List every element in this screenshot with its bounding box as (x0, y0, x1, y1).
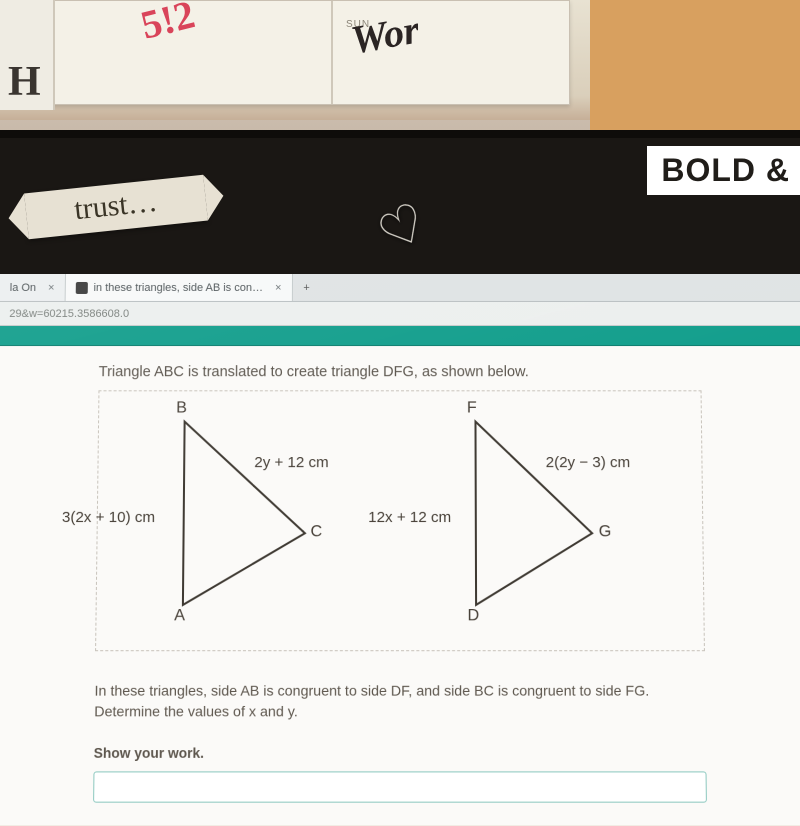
poster-pink-writing: 5!2 (136, 0, 199, 49)
poster-black-writing: Wor (347, 5, 422, 63)
sticker-bold: BOLD & (647, 146, 800, 195)
plus-icon: + (303, 281, 309, 293)
side-bc-label: 2y + 12 cm (254, 454, 328, 471)
triangle-dfg: F G D 12x + 12 cm 2(2y − 3) cm (415, 411, 679, 625)
vertex-g: G (599, 523, 612, 541)
triangle-abc: B C A 3(2x + 10) cm 2y + 12 cm (121, 411, 385, 625)
vertex-c: C (310, 523, 322, 541)
browser-tab-1[interactable]: in these triangles, side AB is con… × (65, 274, 292, 301)
show-work-label: Show your work. (94, 745, 707, 761)
problem-prompt: Triangle ABC is translated to create tri… (99, 364, 702, 380)
sticker-trust: trust… (24, 175, 208, 240)
favicon-icon (75, 281, 87, 293)
problem-question: In these triangles, side AB is congruent… (94, 680, 706, 722)
clipboard-letter: H (8, 58, 41, 106)
screen: la On × in these triangles, side AB is c… (0, 274, 800, 826)
answer-input[interactable] (93, 771, 707, 802)
browser-tab-0[interactable]: la On × (0, 274, 66, 301)
sticker-heart-icon: ♡ (368, 190, 438, 265)
vertex-b: B (176, 399, 187, 417)
browser-tabstrip: la On × in these triangles, side AB is c… (0, 274, 800, 302)
close-icon[interactable]: × (48, 281, 55, 293)
teal-divider (0, 326, 800, 346)
tab-title: in these triangles, side AB is con… (93, 281, 263, 293)
side-ab-label: 3(2x + 10) cm (62, 509, 155, 526)
vertex-d: D (467, 607, 479, 625)
vertex-f: F (467, 399, 477, 417)
url-fragment: 29&w=60215.3586608.0 (9, 308, 129, 320)
monitor-bezel: BOLD & trust… ♡ la On × in these triangl… (0, 130, 800, 800)
side-df-label: 12x + 12 cm (368, 509, 451, 526)
side-fg-label: 2(2y − 3) cm (546, 454, 631, 471)
page-content: Triangle ABC is translated to create tri… (0, 346, 800, 826)
triangle-dfg-shape (415, 411, 679, 625)
vertex-a: A (174, 607, 185, 625)
tab-title: la On (10, 281, 37, 293)
close-icon[interactable]: × (275, 281, 282, 293)
triangle-abc-shape (121, 411, 385, 625)
address-bar[interactable]: 29&w=60215.3586608.0 (0, 302, 800, 326)
whiteboard-poster: SUN 5!2 Wor (50, 0, 570, 105)
triangles-figure: B C A 3(2x + 10) cm 2y + 12 cm F G D 12x… (95, 390, 705, 651)
new-tab-button[interactable]: + (292, 274, 320, 301)
clipboard-left: H (0, 0, 55, 110)
